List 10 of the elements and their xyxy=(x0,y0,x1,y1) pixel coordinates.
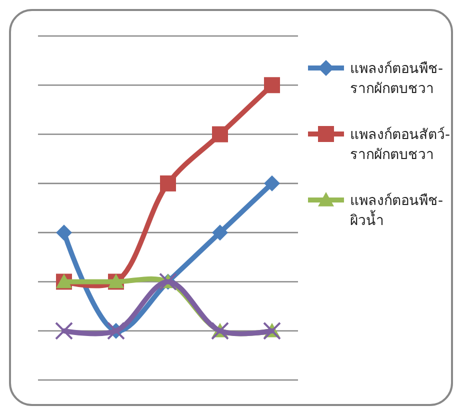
legend-label: แพลงก์ตอนสัตว์-รากผักตบชวา xyxy=(350,126,450,163)
legend-label: แพลงก์ตอนพืช-รากผักตบชวา xyxy=(350,60,444,97)
point xyxy=(212,126,228,142)
point xyxy=(264,77,280,94)
point xyxy=(264,175,280,192)
legend-label: แพลงก์ตอนพืช-ผิวน้ำ xyxy=(350,192,444,229)
point xyxy=(212,224,228,241)
point xyxy=(56,224,72,241)
point xyxy=(55,322,73,340)
point xyxy=(160,175,176,192)
